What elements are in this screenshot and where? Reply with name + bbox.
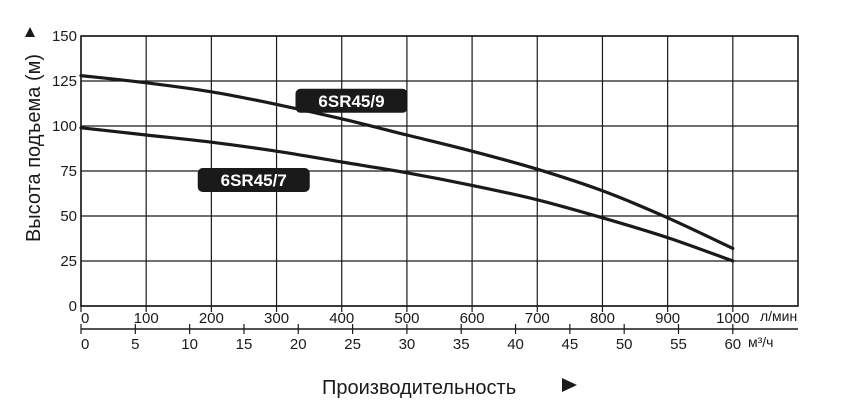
series-layer: 6SR45/9 6SR45/7 [79,74,735,263]
x-primary-tick-label: 700 [525,310,550,327]
series-label-background [295,88,408,113]
y-axis-title-group: Высота подъема (м) [23,27,45,242]
x-secondary-tick-label: 10 [181,336,198,353]
x-secondary-tick-label: 55 [670,336,687,353]
series-label-tag: 6SR45/7 [197,168,310,192]
y-tick-label: 25 [60,253,77,270]
x-secondary-tick-label: 15 [236,336,253,353]
x-primary-tick-labels: 0 100 200 300 400 500 600 700 800 900 1000 [80,306,750,327]
x-secondary-tick-label: 20 [290,336,307,353]
x-primary-tick-label: 1000 [716,310,749,327]
x-axis-arrow-icon [562,378,577,392]
x-secondary-tick-label: 30 [399,336,416,353]
y-axis-title: Высота подъема (м) [23,54,45,242]
x-primary-tick-label: 500 [394,310,419,327]
x-primary-tick-label: 800 [590,310,615,327]
x-primary-tick-label: 0 [81,310,89,327]
series-label-text: 6SR45/9 [318,92,384,111]
x-primary-tick-label: 400 [329,310,354,327]
x-secondary-tick-label: 5 [131,336,139,353]
x-secondary-tick-label: 25 [344,336,361,353]
x-secondary-tick-label: 60 [724,336,741,353]
y-tick-label: 50 [60,208,77,225]
x-primary-tick-label: 100 [134,310,159,327]
y-tick-label: 75 [60,163,77,180]
plot-frame [80,35,799,307]
series-line-6sr45-9 [79,74,735,250]
series-label-tag: 6SR45/9 [295,88,408,113]
x-primary-unit-label: л/мин [760,308,797,324]
x-primary-tick-label: 200 [199,310,224,327]
x-secondary-tick-label: 50 [616,336,633,353]
y-axis-arrow-icon [25,27,35,37]
series-label-text: 6SR45/7 [221,171,287,190]
x-secondary-tick-label: 35 [453,336,470,353]
x-primary-tick-label: 600 [460,310,485,327]
x-secondary-tick-labels: 0 5 10 15 20 25 30 35 40 45 50 55 60 [80,324,798,353]
x-axis-title-group: Производительность [322,377,577,399]
x-primary-tick-label: 900 [655,310,680,327]
x-secondary-tick-label: 0 [81,336,89,353]
series-line-6sr45-7 [79,126,735,263]
y-tick-label: 0 [69,298,77,315]
y-tick-label: 150 [52,28,77,45]
x-secondary-tick-label: 45 [562,336,579,353]
y-tick-labels: 0 25 50 75 100 125 150 [52,28,77,315]
y-tick-label: 100 [52,118,77,135]
x-axis-title: Производительность [322,377,516,399]
x-secondary-tick-label: 40 [507,336,524,353]
series-label-background [197,168,310,192]
x-primary-tick-label: 300 [264,310,289,327]
y-tick-label: 125 [52,73,77,90]
grid [80,35,799,307]
x-secondary-unit-label: м³/ч [748,334,773,350]
